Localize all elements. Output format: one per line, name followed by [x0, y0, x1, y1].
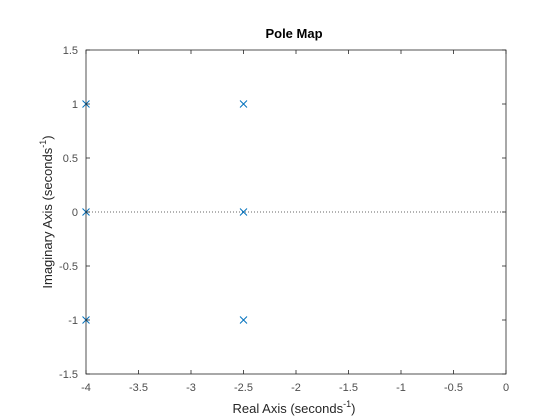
- pole-marker: [239, 100, 248, 108]
- x-tick-label: -1: [396, 382, 406, 394]
- y-tick-label: 1: [72, 99, 78, 111]
- x-tick-label: 0: [503, 382, 509, 394]
- x-axis-label-text: Real Axis (seconds: [233, 401, 344, 416]
- pole-marker: [239, 316, 248, 324]
- y-axis-label-text: Imaginary Axis (seconds: [40, 147, 55, 288]
- y-axis-label: Imaginary Axis (seconds-1): [38, 135, 55, 288]
- y-tick-label: 0.5: [63, 153, 78, 165]
- x-tick-label: -4: [81, 382, 91, 394]
- y-tick-label: -1: [68, 315, 78, 327]
- y-ticks: -1.5 -1 -0.5 0 0.5 1 1.5: [59, 45, 506, 381]
- y-axis-label-sup: -1: [38, 140, 48, 148]
- y-axis-label-close: ): [40, 135, 55, 139]
- x-axis-label: Real Axis (seconds-1): [233, 399, 356, 416]
- x-tick-label: -3.5: [129, 382, 148, 394]
- y-tick-label: 1.5: [63, 45, 78, 57]
- y-tick-label: -0.5: [59, 261, 78, 273]
- x-tick-label: -3: [186, 382, 196, 394]
- pole-marker: [239, 208, 248, 216]
- chart-title: Pole Map: [265, 26, 322, 41]
- x-tick-label: -2.5: [234, 382, 253, 394]
- x-tick-label: -0.5: [444, 382, 463, 394]
- x-ticks: -4 -3.5 -3 -2.5 -2 -1.5 -1 -0.5 0: [81, 50, 509, 394]
- x-axis-label-sup: -1: [343, 399, 351, 409]
- x-axis-label-close: ): [351, 401, 355, 416]
- x-tick-label: -2: [291, 382, 301, 394]
- y-tick-label: 0: [72, 207, 78, 219]
- y-tick-label: -1.5: [59, 369, 78, 381]
- x-tick-label: -1.5: [339, 382, 358, 394]
